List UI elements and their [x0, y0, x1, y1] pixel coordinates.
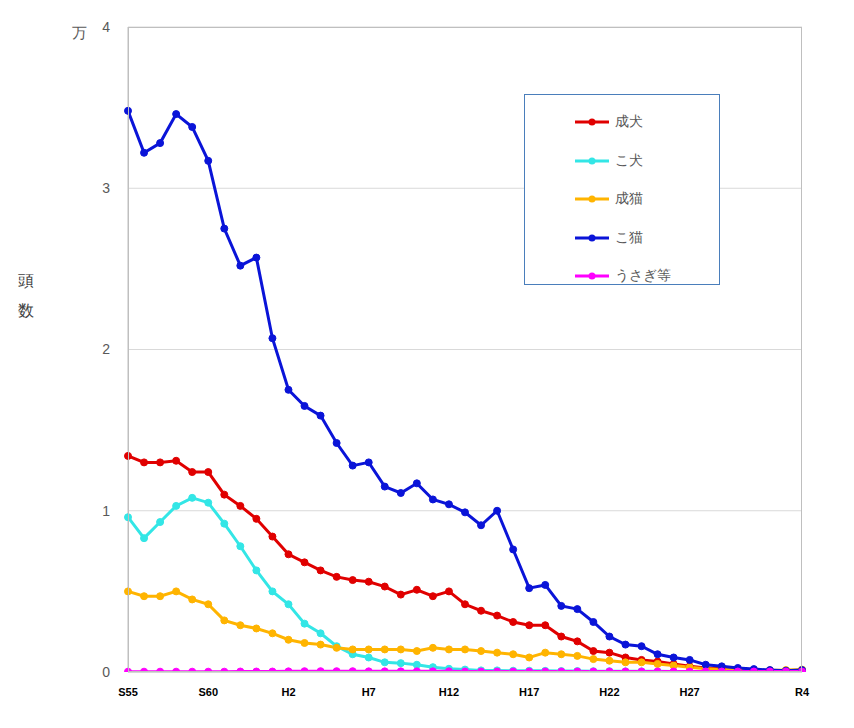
html-text:うさぎ等: うさぎ等	[615, 267, 671, 284]
svg-text:H2: H2	[281, 686, 295, 698]
html-text:万: 万	[72, 24, 87, 41]
svg-text:1: 1	[102, 503, 110, 519]
svg-text:H17: H17	[519, 686, 539, 698]
svg-text:H22: H22	[599, 686, 619, 698]
html-text:こ犬: こ犬	[615, 151, 643, 168]
html-text:成犬: 成犬	[615, 113, 643, 130]
svg-text:2: 2	[102, 341, 110, 357]
svg-text:R4: R4	[795, 686, 810, 698]
svg-text:0: 0	[102, 664, 110, 680]
svg-text:H7: H7	[362, 686, 376, 698]
html-text:頭: 頭	[18, 272, 34, 289]
svg-text:3: 3	[102, 180, 110, 196]
svg-text:H12: H12	[439, 686, 459, 698]
svg-text:S55: S55	[118, 686, 138, 698]
html-text:こ猫: こ猫	[615, 228, 643, 245]
svg-text:S60: S60	[198, 686, 218, 698]
html-text:数: 数	[18, 302, 34, 319]
html-text:成猫: 成猫	[615, 190, 643, 207]
svg-text:4: 4	[102, 19, 110, 35]
svg-text:H27: H27	[680, 686, 700, 698]
